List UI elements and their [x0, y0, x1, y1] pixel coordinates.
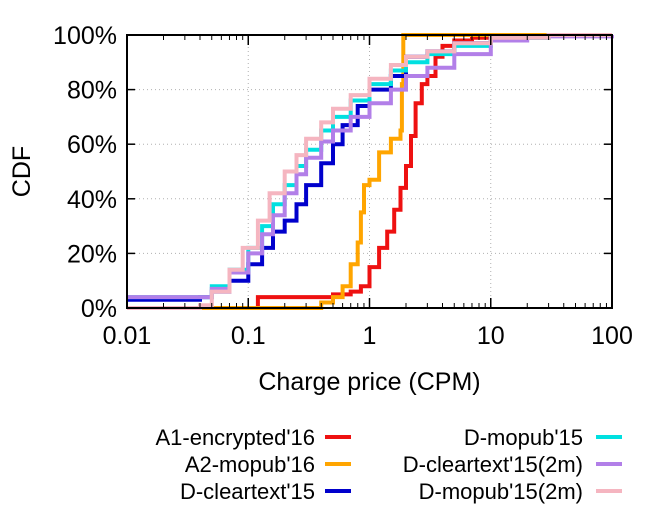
y-tick-label: 80% [67, 77, 117, 105]
series-line-6 [127, 33, 612, 310]
y-tick-label: 60% [67, 131, 117, 159]
series-line-4 [127, 33, 612, 300]
x-tick-label: 0.1 [231, 322, 266, 350]
legend-label: D-cleartext'15 [180, 479, 315, 504]
legend-label: A2-mopub'16 [185, 452, 315, 477]
legend-label: A1-encrypted'16 [155, 425, 315, 450]
series-layer [127, 33, 614, 310]
x-tick-label: 1 [363, 322, 377, 350]
y-tick-label: 40% [67, 186, 117, 214]
legend-label: D-cleartext'15(2m) [403, 452, 583, 477]
series-line-5 [127, 34, 614, 300]
x-tick-label: 10 [477, 322, 505, 350]
x-tick-label: 0.01 [103, 322, 152, 350]
series-line-1 [127, 33, 612, 310]
x-tick-label: 100 [591, 322, 633, 350]
y-axis-title: CDF [8, 146, 36, 197]
y-tick-label: 20% [67, 240, 117, 268]
ticks-layer: 0% 20% 40% 60% 80% 100% 0.01 0.1 1 10 100 [53, 22, 633, 350]
legend-label: D-mopub'15(2m) [419, 479, 583, 504]
y-tick-label: 100% [53, 22, 117, 50]
legend: A1-encrypted'16A2-mopub'16D-cleartext'15… [155, 425, 622, 504]
legend-label: D-mopub'15 [464, 425, 583, 450]
series-line-2 [127, 33, 612, 310]
y-tick-label: 0% [81, 295, 117, 323]
x-axis-title: Charge price (CPM) [258, 368, 480, 396]
